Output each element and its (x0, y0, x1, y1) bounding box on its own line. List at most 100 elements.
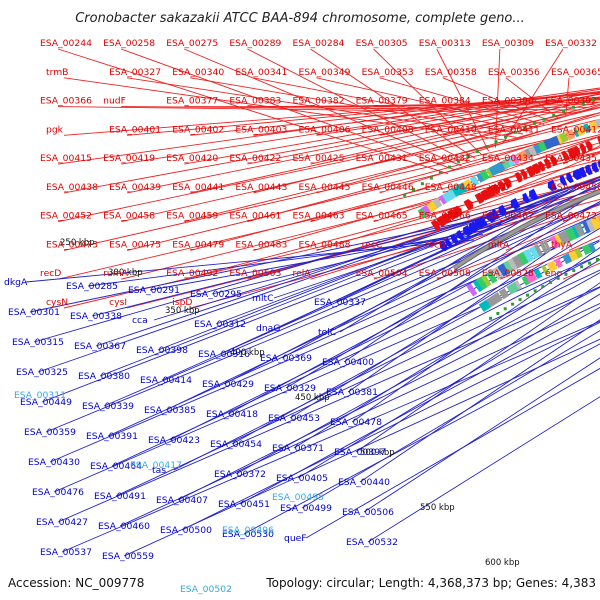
forward-gene-label: ESA_00458 (103, 211, 155, 222)
feature-block (522, 248, 535, 263)
feature-block (438, 194, 447, 205)
backbone-ring (453, 189, 600, 270)
feature-block (506, 156, 516, 167)
leader-line (301, 330, 600, 509)
kbp-tick-label: 300 kbp (108, 268, 143, 278)
leader-line (115, 269, 600, 497)
leader-line (359, 319, 600, 483)
leader-line (45, 202, 600, 433)
reverse-gene-label: ESA_00499 (280, 503, 332, 514)
reverse-gene-label: ESA_00367 (74, 341, 126, 352)
forward-gene-label: ESA_00473 (46, 239, 98, 250)
reverse-gene-label: ESA_00454 (210, 439, 262, 450)
reverse-gene-label: ESA_00530 (222, 529, 274, 540)
feature-block (478, 299, 492, 313)
feature-block (559, 132, 569, 143)
reverse-gene-label: ESA_00371 (272, 443, 324, 454)
reverse-gene-label: ESA_00400 (322, 357, 374, 368)
feature-block (498, 288, 510, 300)
map-title: Cronobacter sakazakii ATCC BAA-894 chrom… (75, 11, 525, 26)
reverse-gene-label: ESA_00440 (338, 477, 390, 488)
leader-line (505, 104, 600, 136)
reverse-gene-label: ESA_00405 (276, 473, 328, 484)
kbp-tick-label: 450 kbp (295, 393, 330, 403)
tick-marker (429, 176, 433, 180)
feature-block (466, 283, 478, 297)
reverse-gene-arrow (566, 172, 574, 184)
forward-gene-label: ESA_00452 (40, 211, 92, 222)
reverse-gene-label: ESA_00478 (330, 417, 382, 428)
leader-line (53, 254, 600, 493)
forward-gene-label: ESA_00309 (482, 38, 534, 49)
reverse-gene-label: ESA_00381 (326, 387, 378, 398)
forward-gene-label: ESA_00341 (235, 67, 287, 78)
leader-line (49, 226, 600, 463)
forward-gene-label: ESA_00406 (299, 124, 351, 135)
reverse-gene-label: ESA_00491 (94, 491, 146, 502)
tick-marker (438, 171, 442, 175)
forward-gene-arrow (474, 192, 485, 204)
reverse-gene-label: ESA_00476 (32, 487, 84, 498)
reverse-gene-label: ESA_00338 (70, 311, 122, 322)
leader-line (379, 175, 600, 251)
forward-gene-arrow (537, 161, 546, 172)
forward-gene-arrow (531, 163, 541, 175)
forward-gene-label: ESA_00258 (103, 38, 155, 49)
feature-block (525, 271, 538, 284)
reverse-gene-arrow (572, 168, 583, 181)
reverse-gene-label: ESA_00285 (66, 281, 118, 292)
reverse-gene-label: ESA_00301 (8, 307, 60, 318)
accession-text: Accession: NC_009778 (8, 576, 144, 590)
tick-marker (513, 130, 517, 134)
leader-line (190, 198, 600, 309)
forward-gene-arrow (514, 172, 523, 183)
leader-line (127, 188, 600, 309)
forward-gene-arrow (585, 140, 593, 152)
reverse-gene-arrow (468, 221, 479, 233)
forward-gene-arrow (497, 180, 506, 192)
feature-block (507, 258, 518, 271)
feature-block (469, 175, 480, 187)
forward-gene-label: ESA_00492 (166, 268, 218, 279)
leader-line (494, 48, 501, 148)
forward-gene-arrow (597, 136, 600, 146)
reverse-gene-arrow (498, 204, 508, 216)
leader-line (87, 234, 483, 287)
feature-block (554, 257, 563, 269)
forward-gene-label: cysI (109, 297, 127, 308)
feature-block (562, 253, 573, 265)
reverse-gene-arrow (585, 164, 593, 176)
forward-gene-label: ESA_00465 (356, 211, 408, 222)
highlight-gene-label: ESA_00311 (14, 390, 66, 401)
feature-block (575, 125, 586, 137)
feature-block (457, 182, 469, 194)
feature-block (511, 154, 520, 165)
feature-block (514, 280, 523, 290)
forward-gene-label: ESA_00475 (109, 239, 161, 250)
leader-line (181, 321, 600, 531)
leader-line (219, 178, 600, 355)
feature-block (565, 129, 576, 141)
kbp-tick-label: 500 kbp (360, 448, 395, 458)
feature-block (585, 218, 597, 232)
forward-gene-arrow (561, 150, 569, 162)
feature-block (583, 123, 591, 134)
forward-gene-label: ESA_00443 (235, 182, 287, 193)
forward-gene-arrow (491, 183, 501, 195)
kbp-tick-label: 250 kbp (60, 238, 95, 248)
reverse-gene-label: ESA_00316 (198, 349, 250, 360)
reverse-gene-arrow (579, 166, 587, 178)
feature-block (594, 118, 600, 130)
reverse-gene-label: ESA_00312 (194, 319, 246, 330)
forward-gene-label: ESA_00313 (419, 38, 471, 49)
forward-gene-label: ESA_00466 (419, 211, 471, 222)
feature-block (462, 178, 474, 191)
leader-line (235, 272, 600, 475)
forward-gene-arrow (441, 212, 452, 224)
leader-line (316, 77, 538, 129)
leader-line (347, 214, 600, 393)
forward-gene-label: ESA_00441 (172, 182, 224, 193)
leader-line (379, 93, 600, 136)
feature-block (574, 248, 583, 259)
